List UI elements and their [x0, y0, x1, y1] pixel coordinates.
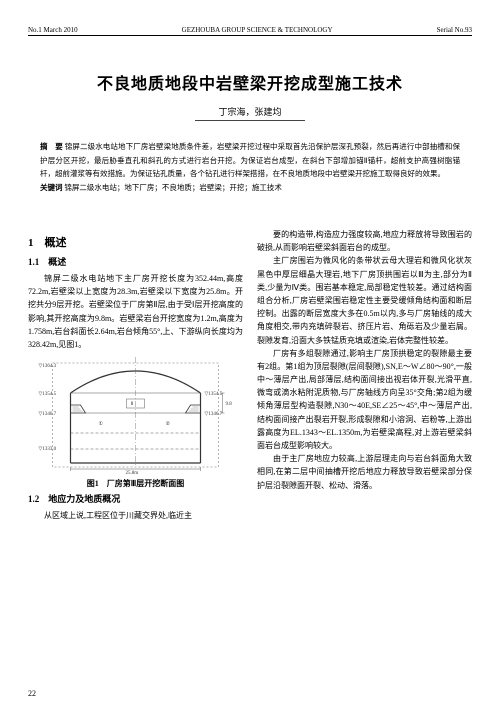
page-header: No.1 March 2010 GEZHOUBA GROUP SCIENCE &… — [28, 26, 472, 36]
cross-section-diagram: ▽1364.3 ▽1354.5 ▽1346.7 ▽1333.0 ▽1354.5 … — [28, 355, 243, 475]
para-2: 从区域上说,工程区位于川藏交界处,临近主 — [28, 509, 243, 522]
abstract-text: 锦屏二级水电站地下厂房岩壁梁地质条件差，岩壁梁开挖过程中采取首先沿保护层深孔预裂… — [40, 142, 460, 178]
svg-text:▽1354.5: ▽1354.5 — [205, 391, 223, 397]
keywords-text: 锦屏二级水电站；地下厂房；不良地质；岩壁梁；开挖；施工技术 — [64, 183, 282, 192]
header-left: No.1 March 2010 — [28, 26, 78, 34]
r-para-3: 厂房有多组裂隙通过,影响主厂房顶拱稳定的裂隙最主要有2组。第1组为顶层裂隙(层间… — [257, 347, 472, 453]
right-column: 要的构造带,构造应力强度较高,地应力释放将导致围岩的破损,从而影响岩壁梁斜面岩台… — [257, 228, 472, 686]
svg-text:Ⅱ: Ⅱ — [131, 401, 133, 407]
section-1: 1 概述 — [28, 234, 243, 252]
r-para-4: 由于主厂房地应力较高,上游层理走向与岩台斜面角大致相同,在第二层中间抽槽开挖后地… — [257, 452, 472, 492]
svg-text:②: ② — [166, 421, 171, 427]
abstract-label: 摘 要 — [40, 142, 63, 151]
keywords-label: 关键词 — [40, 183, 63, 192]
svg-text:9.8: 9.8 — [226, 402, 233, 407]
figure-1-caption: 图1 厂房第Ⅲ层开挖断面图 — [28, 477, 243, 490]
section-1-2: 1.2 地应力及地质概况 — [28, 492, 243, 507]
authors: 丁宗海，张建均 — [0, 105, 500, 118]
svg-text:▽1364.3: ▽1364.3 — [39, 363, 57, 369]
r-para-1: 要的构造带,构造应力强度较高,地应力释放将导致围岩的破损,从而影响岩壁梁斜面岩台… — [257, 228, 472, 254]
r-para-2: 主厂房围岩为微风化的条带状云母大理岩和微风化状灰黑色中厚层细晶大理岩,地下厂房顶… — [257, 254, 472, 346]
figure-1: ▽1364.3 ▽1354.5 ▽1346.7 ▽1333.0 ▽1354.5 … — [28, 355, 243, 475]
svg-text:25.8m: 25.8m — [126, 471, 139, 475]
para-1: 锦屏二级水电站地下主厂房开挖长度为352.44m,高度72.2m,岩壁梁以上宽度… — [28, 272, 243, 351]
section-1-1: 1.1 概述 — [28, 255, 243, 270]
svg-text:▽1354.5: ▽1354.5 — [39, 391, 57, 397]
body-columns: 1 概述 1.1 概述 锦屏二级水电站地下主厂房开挖长度为352.44m,高度7… — [28, 228, 472, 686]
svg-text:▽1346.7: ▽1346.7 — [205, 411, 223, 417]
left-column: 1 概述 1.1 概述 锦屏二级水电站地下主厂房开挖长度为352.44m,高度7… — [28, 228, 243, 686]
header-center: GEZHOUBA GROUP SCIENCE & TECHNOLOGY — [182, 26, 333, 34]
authors-underline — [195, 120, 305, 121]
paper-title: 不良地质地段中岩壁梁开挖成型施工技术 — [0, 70, 500, 94]
svg-text:▽1333.0: ▽1333.0 — [39, 446, 57, 452]
header-right: Serial No.93 — [437, 26, 472, 34]
svg-text:①: ① — [99, 421, 104, 427]
abstract-block: 摘 要 锦屏二级水电站地下厂房岩壁梁地质条件差，岩壁梁开挖过程中采取首先沿保护层… — [40, 140, 460, 194]
page-number: 22 — [28, 689, 36, 698]
svg-text:▽1346.7: ▽1346.7 — [39, 411, 57, 417]
